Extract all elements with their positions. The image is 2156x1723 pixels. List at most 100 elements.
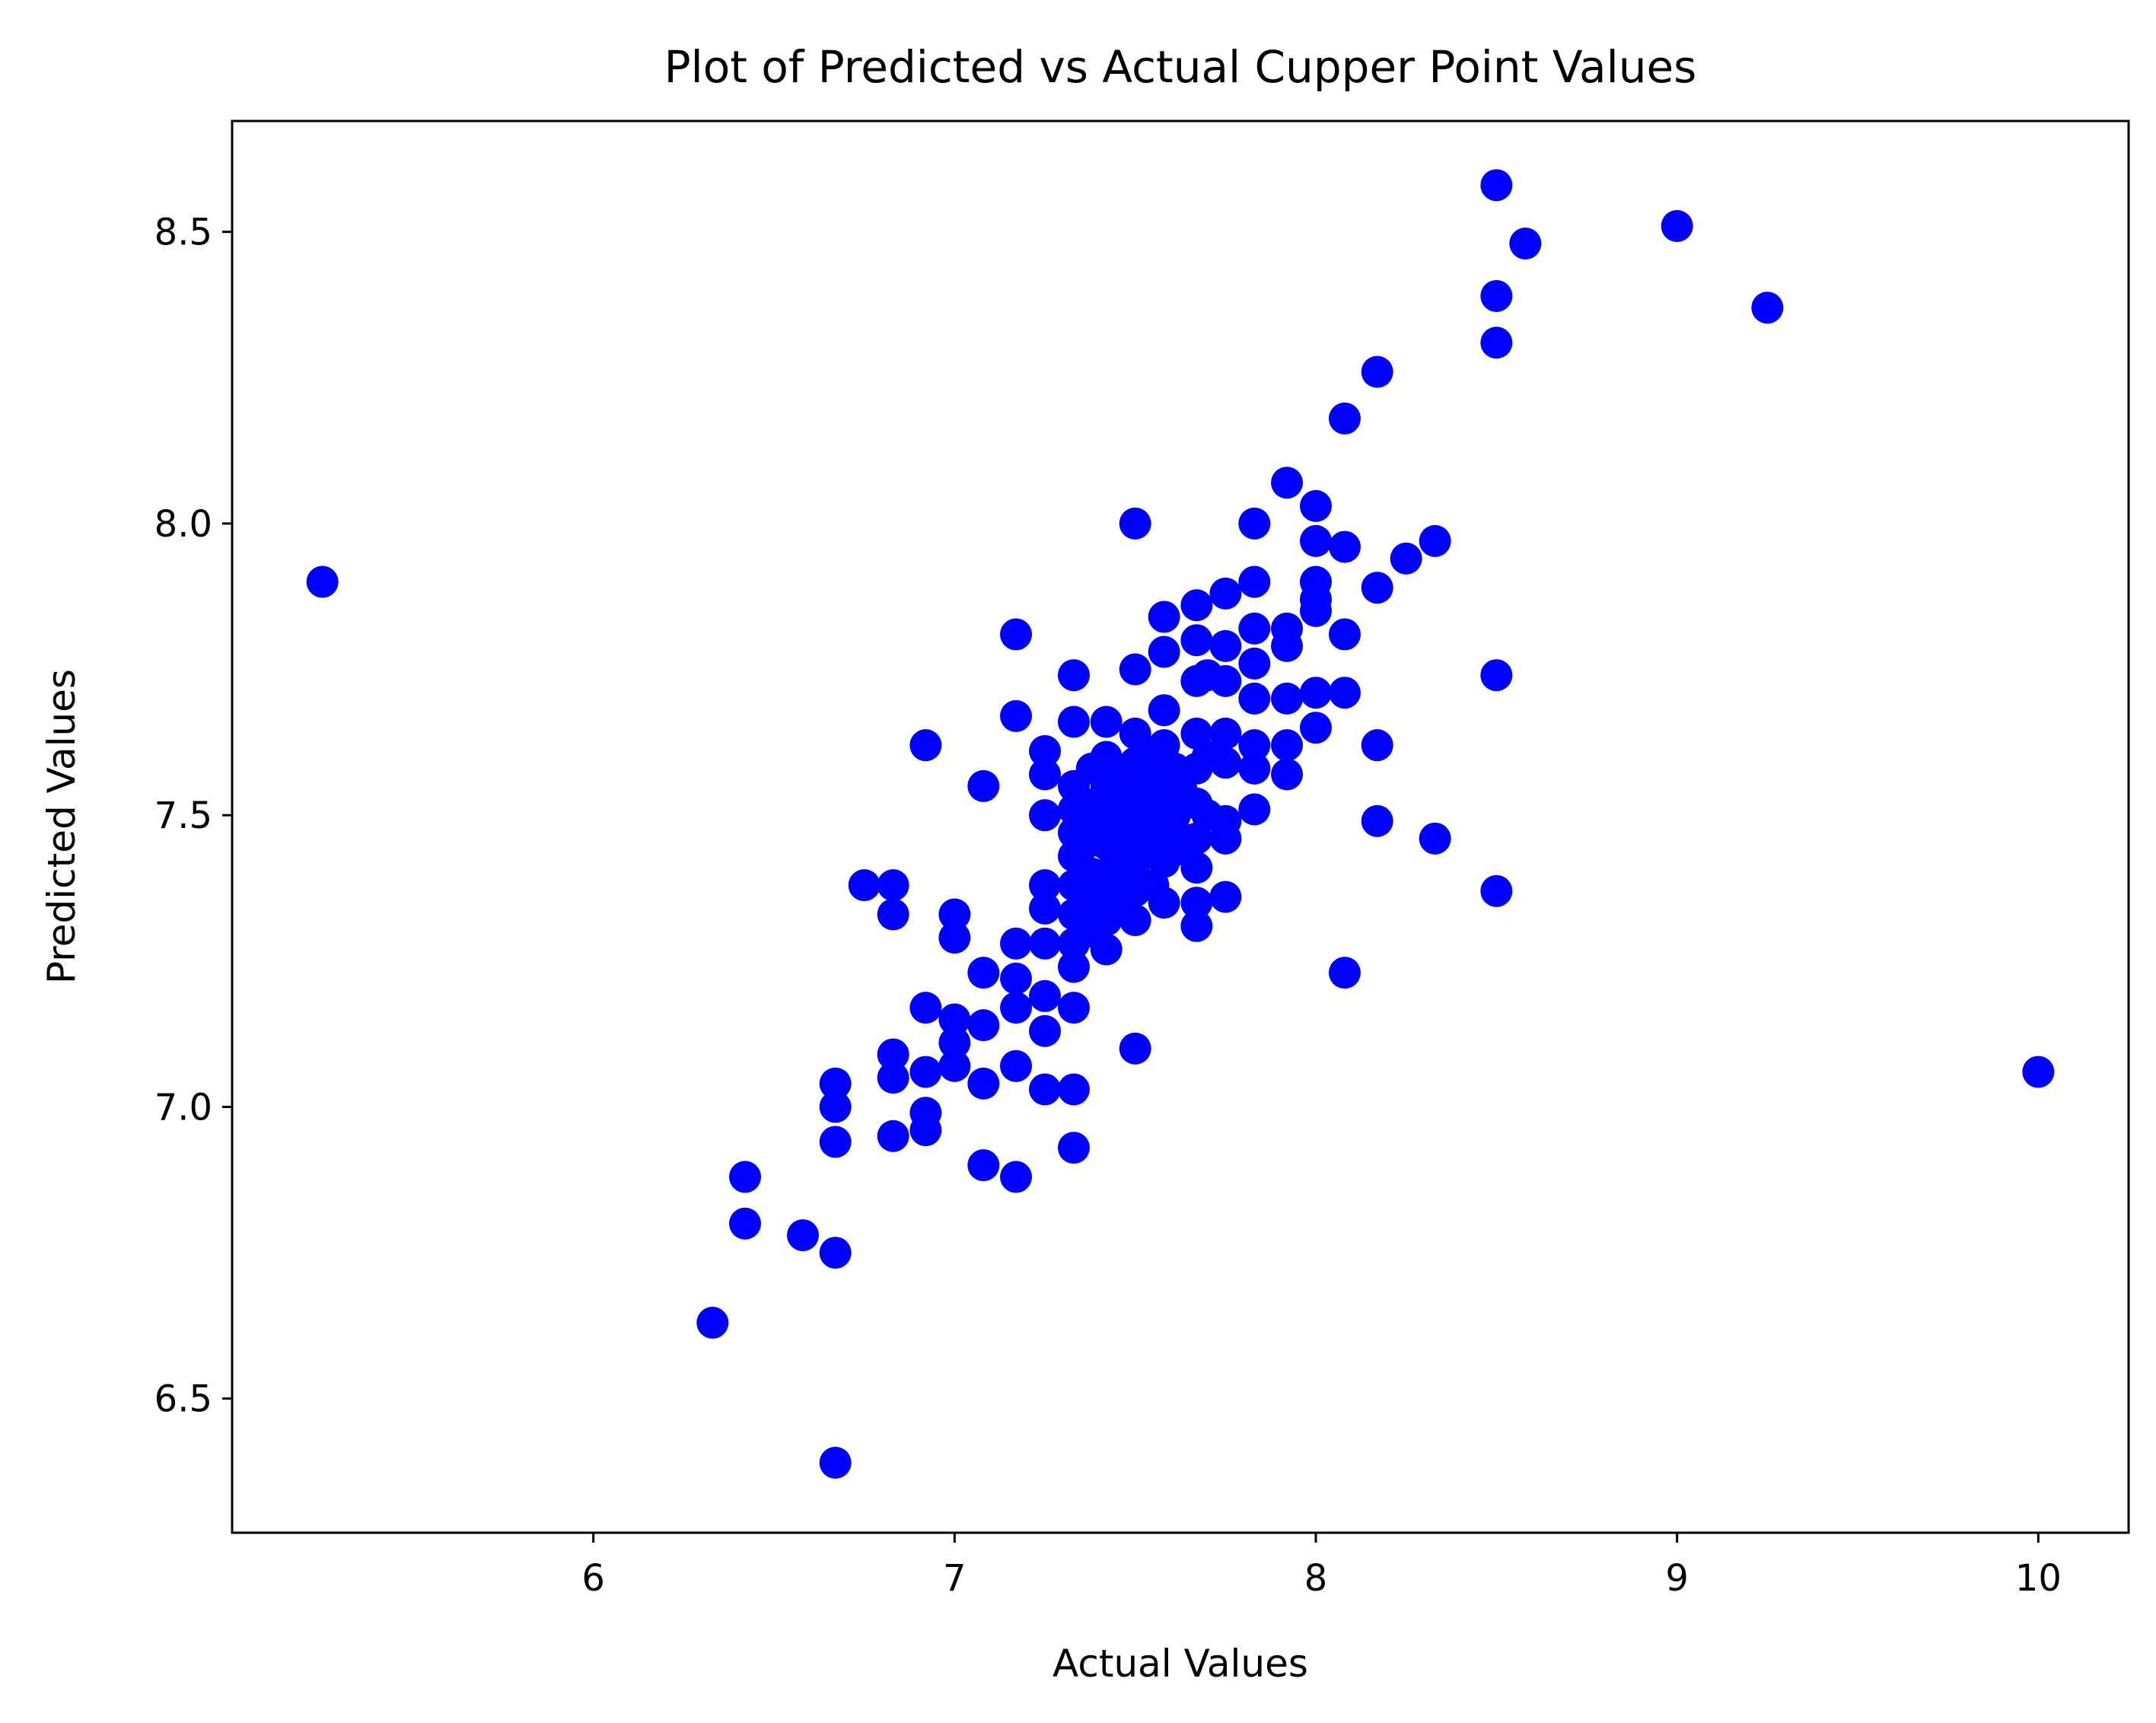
data-point <box>938 1049 971 1082</box>
data-point <box>1390 542 1422 575</box>
data-point <box>1300 594 1332 627</box>
data-point <box>1090 933 1123 966</box>
data-point <box>2022 1056 2055 1088</box>
y-axis-label: Predicted Values <box>40 669 84 984</box>
data-point <box>938 898 971 931</box>
data-point <box>1148 694 1180 727</box>
data-point <box>877 1062 909 1094</box>
data-point <box>819 1126 852 1158</box>
data-point <box>1361 804 1393 837</box>
data-point <box>819 1447 852 1479</box>
data-point <box>1029 734 1061 767</box>
chart-title: Plot of Predicted vs Actual Cupper Point… <box>664 41 1697 93</box>
data-point <box>877 1119 909 1152</box>
data-point <box>1057 992 1090 1024</box>
data-point <box>1419 524 1451 557</box>
data-point <box>1238 793 1271 826</box>
data-point <box>877 1038 909 1071</box>
data-point <box>1271 729 1304 762</box>
data-point <box>1361 729 1393 762</box>
data-point <box>877 898 909 931</box>
data-point <box>1328 618 1361 651</box>
data-point <box>1480 169 1513 202</box>
data-point <box>1361 572 1393 604</box>
data-point <box>1119 1032 1151 1065</box>
data-point <box>909 1114 942 1147</box>
data-point <box>1180 624 1213 657</box>
data-point <box>1238 565 1271 598</box>
data-point <box>877 869 909 902</box>
data-point <box>1180 589 1213 622</box>
data-point <box>1029 758 1061 791</box>
data-point <box>1057 1073 1090 1106</box>
data-point <box>1057 659 1090 692</box>
data-point <box>1000 1049 1033 1082</box>
data-point <box>1000 1161 1033 1193</box>
data-point <box>1238 612 1271 645</box>
y-tick-label: 8.0 <box>154 503 212 546</box>
data-point <box>1000 992 1033 1024</box>
data-point <box>786 1219 819 1252</box>
data-point <box>967 957 1000 989</box>
y-tick-label: 8.5 <box>154 212 212 254</box>
data-point <box>1209 747 1242 779</box>
data-point <box>1119 653 1151 686</box>
x-axis-label: Actual Values <box>1053 1642 1308 1686</box>
data-point <box>848 869 881 902</box>
data-point <box>1148 887 1180 919</box>
data-point <box>1209 664 1242 697</box>
data-point <box>1328 957 1361 989</box>
data-point <box>1480 659 1513 692</box>
data-point <box>819 1091 852 1123</box>
data-point <box>1661 209 1693 242</box>
data-point <box>1238 682 1271 715</box>
data-point <box>1148 635 1180 668</box>
y-tick-label: 6.5 <box>154 1378 212 1421</box>
data-point <box>1090 705 1123 738</box>
data-point <box>1180 909 1213 942</box>
data-point <box>1238 647 1271 680</box>
data-point <box>1209 577 1242 610</box>
data-point <box>967 1067 1000 1100</box>
data-point <box>1029 927 1061 960</box>
plot-area <box>231 119 2130 1534</box>
data-point <box>1029 799 1061 832</box>
data-point <box>967 1149 1000 1182</box>
x-tick-label: 9 <box>1665 1557 1689 1600</box>
data-point <box>1180 887 1213 919</box>
data-point <box>1148 600 1180 633</box>
data-point <box>1029 1014 1061 1047</box>
x-axis: 6 7 8 9 10 <box>581 1533 2062 1600</box>
data-point <box>938 922 971 954</box>
data-point <box>1209 629 1242 662</box>
data-point <box>696 1307 729 1339</box>
data-point <box>938 1027 971 1059</box>
data-point <box>967 769 1000 802</box>
data-point <box>1209 822 1242 855</box>
data-point <box>1029 892 1061 925</box>
data-point <box>1000 962 1033 995</box>
data-point <box>1057 951 1090 983</box>
data-point <box>1300 489 1332 522</box>
data-point <box>1480 874 1513 907</box>
data-point <box>1271 467 1304 499</box>
data-point <box>306 565 339 598</box>
x-tick-label: 8 <box>1304 1557 1328 1600</box>
data-points <box>306 169 2055 1479</box>
data-point <box>1271 682 1304 715</box>
data-point <box>1029 869 1061 902</box>
data-point <box>1238 729 1271 762</box>
data-point <box>1328 402 1361 435</box>
data-point <box>938 1003 971 1036</box>
data-point <box>1057 1132 1090 1164</box>
data-point <box>1000 699 1033 732</box>
data-point <box>909 992 942 1024</box>
data-point <box>1209 881 1242 913</box>
data-point <box>1271 758 1304 791</box>
data-point <box>1300 712 1332 744</box>
data-point <box>1509 227 1542 260</box>
data-point <box>1480 279 1513 312</box>
data-point <box>1029 979 1061 1012</box>
y-axis: 6.5 7.0 7.5 8.0 8.5 <box>154 212 232 1421</box>
